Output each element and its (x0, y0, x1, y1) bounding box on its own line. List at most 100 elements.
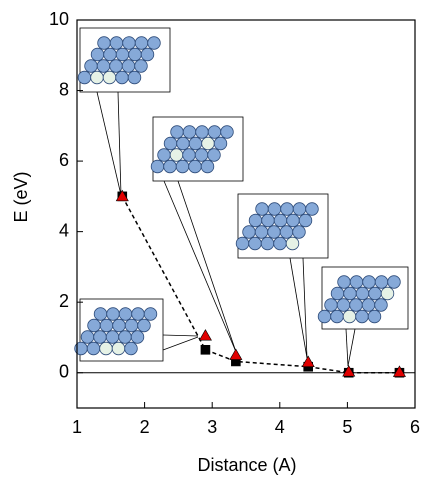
atom (325, 299, 338, 312)
atom (249, 237, 262, 250)
atom (214, 137, 227, 150)
atom (195, 149, 208, 162)
atom (274, 214, 287, 227)
atom (350, 299, 363, 312)
inset (151, 117, 243, 181)
atom (369, 287, 382, 300)
x-tick-label: 2 (140, 417, 150, 437)
y-tick-label: 6 (59, 150, 69, 170)
atom (337, 299, 350, 312)
atom (189, 160, 202, 173)
atom (201, 160, 214, 173)
atom (183, 149, 196, 162)
atom (81, 331, 94, 344)
atom (255, 226, 268, 239)
atom (97, 60, 110, 73)
y-tick-label: 8 (59, 79, 69, 99)
atom (85, 60, 98, 73)
atom (381, 287, 394, 300)
atom (170, 149, 183, 162)
callout (164, 181, 236, 352)
inset (75, 299, 163, 361)
atom (171, 126, 184, 139)
atom (208, 126, 221, 139)
atom (274, 237, 287, 250)
atom (122, 60, 135, 73)
y-tick-label: 4 (59, 220, 69, 240)
atom (158, 149, 171, 162)
atom (375, 276, 388, 289)
atom (363, 276, 376, 289)
atom (125, 342, 138, 355)
atom (135, 37, 148, 50)
atom (356, 287, 369, 300)
atom (344, 287, 357, 300)
x-tick-label: 5 (342, 417, 352, 437)
atom (356, 310, 369, 323)
x-tick-label: 3 (207, 417, 217, 437)
atom (268, 226, 281, 239)
inset (318, 267, 408, 329)
atom (125, 319, 138, 332)
atom (119, 308, 132, 321)
atom (110, 37, 123, 50)
atom (88, 319, 101, 332)
atom (306, 203, 319, 216)
atom (164, 160, 177, 173)
inset (78, 28, 170, 92)
x-axis-label: Distance (A) (197, 455, 296, 475)
atom (91, 48, 104, 61)
atom (113, 319, 126, 332)
atom (281, 203, 294, 216)
atom (94, 331, 107, 344)
callout (118, 92, 121, 195)
callout (163, 335, 198, 336)
callout (178, 181, 236, 352)
atom (368, 310, 381, 323)
atom (256, 203, 269, 216)
x-tick-label: 6 (410, 417, 420, 437)
atom (151, 160, 164, 173)
y-tick-label: 0 (59, 361, 69, 381)
square-marker (201, 345, 210, 354)
atom (164, 137, 177, 150)
atom (388, 276, 401, 289)
atom (375, 299, 388, 312)
atom (107, 308, 120, 321)
callout (290, 258, 307, 358)
x-tick-label: 4 (275, 417, 285, 437)
atom (135, 60, 148, 73)
atom (103, 71, 116, 84)
atom (287, 214, 300, 227)
atom (128, 71, 141, 84)
triangle-marker (230, 349, 242, 360)
callout (303, 258, 307, 358)
atom (132, 308, 145, 321)
atom (293, 226, 306, 239)
atom (100, 342, 113, 355)
atom (91, 71, 104, 84)
atom (144, 308, 157, 321)
atom (116, 71, 129, 84)
atom (177, 137, 190, 150)
atom (338, 276, 351, 289)
atom (268, 203, 281, 216)
atom (98, 37, 111, 50)
atom (123, 37, 136, 50)
atom (262, 214, 275, 227)
atom (280, 226, 293, 239)
atom (343, 310, 356, 323)
atom (106, 331, 119, 344)
atom (331, 287, 344, 300)
atom (112, 342, 125, 355)
atom (110, 60, 123, 73)
y-axis-label: E (eV) (11, 171, 31, 222)
callout (348, 329, 355, 366)
atom (183, 126, 196, 139)
atom (331, 310, 344, 323)
atom (221, 126, 234, 139)
atom (78, 71, 91, 84)
triangle-marker (199, 330, 211, 341)
y-tick-label: 10 (49, 9, 69, 29)
atom (129, 48, 142, 61)
